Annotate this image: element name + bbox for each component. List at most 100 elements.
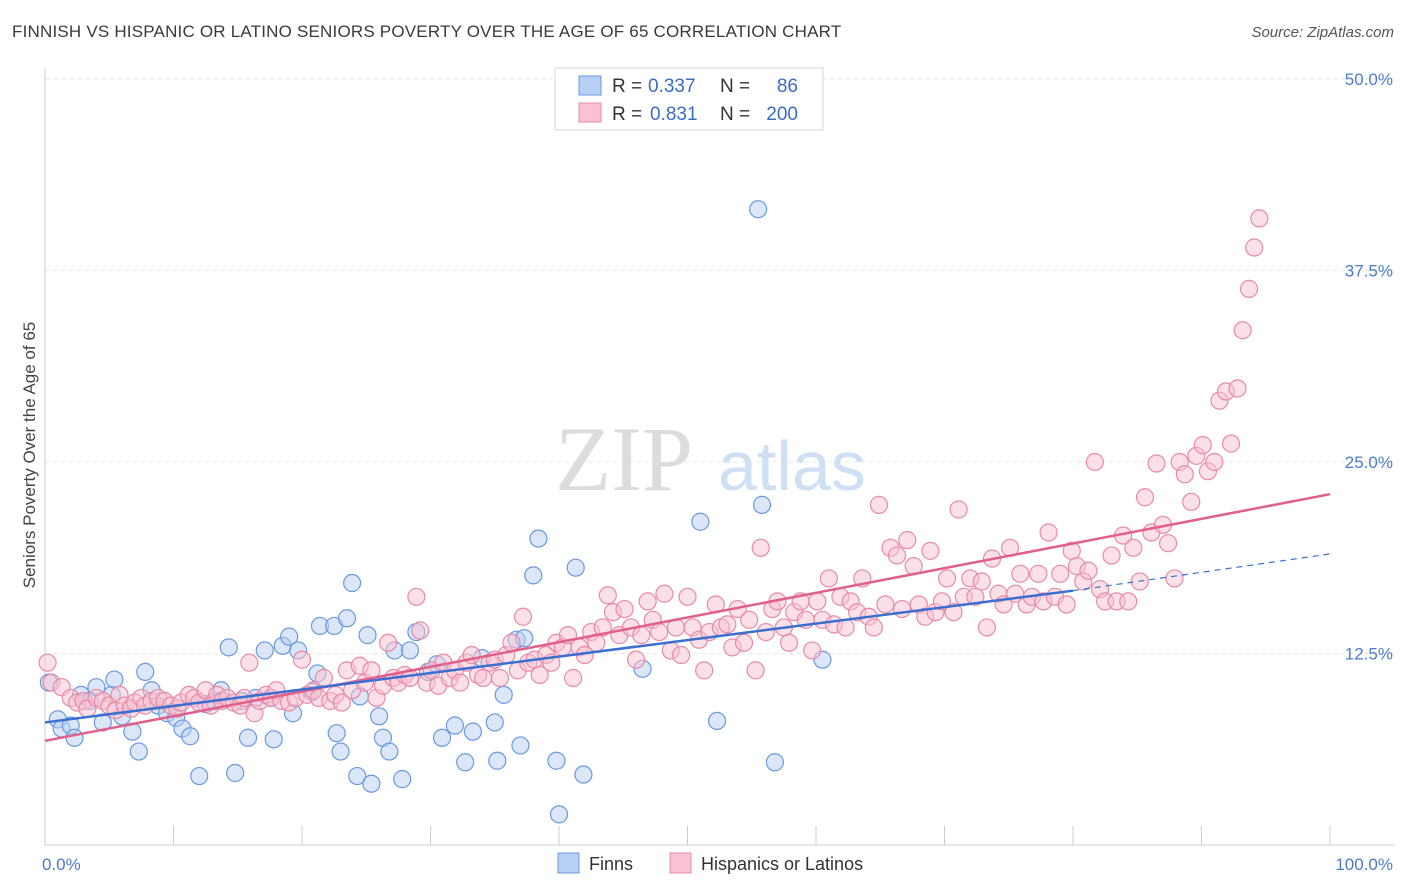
hispanics-point xyxy=(564,668,583,688)
finns-point xyxy=(219,638,238,657)
finns-point xyxy=(547,751,566,770)
hispanics-points xyxy=(38,209,1269,723)
hispanics-point xyxy=(1102,546,1121,565)
trend-lines xyxy=(44,492,1331,743)
hispanics-point xyxy=(1250,209,1269,228)
hispanics-point xyxy=(779,633,799,652)
finns-point xyxy=(255,641,274,660)
bottom-legend-swatch-finns xyxy=(557,852,580,874)
hispanics-point xyxy=(632,626,651,645)
y-tick-label: 12.5% xyxy=(1345,645,1393,664)
hispanics-point xyxy=(695,661,714,680)
hispanics-point xyxy=(530,665,549,685)
finns-point xyxy=(238,728,258,747)
hispanics-point xyxy=(949,500,968,519)
chart-title: FINNISH VS HISPANIC OR LATINO SENIORS PO… xyxy=(12,22,842,41)
hispanics-point xyxy=(314,668,333,688)
finns-point xyxy=(752,495,772,514)
finns-point xyxy=(549,805,569,824)
hispanics-point xyxy=(1051,564,1070,583)
finns-point xyxy=(485,713,504,732)
hispanics-point xyxy=(655,584,674,603)
finns-trend-line xyxy=(44,589,1074,724)
hispanics-point xyxy=(972,572,991,591)
finns-point xyxy=(343,573,362,593)
finns-point xyxy=(337,609,357,628)
finns-point xyxy=(488,751,507,770)
finns-point xyxy=(190,766,209,786)
y-tick-labels: 12.5% 25.0% 37.5% 50.0% xyxy=(1345,70,1393,664)
legend-r-value-finns: 0.337 xyxy=(648,76,696,97)
hispanics-point xyxy=(474,668,493,688)
hispanics-point xyxy=(1233,321,1252,340)
hispanics-point xyxy=(1039,523,1058,542)
hispanics-point xyxy=(1135,488,1155,507)
legend-n-value-finns: 86 xyxy=(777,76,798,97)
finns-point xyxy=(456,753,475,772)
hispanics-trend-line xyxy=(44,492,1331,743)
watermark-atlas: atlas xyxy=(718,427,866,505)
hispanics-point xyxy=(502,633,521,652)
finns-point xyxy=(529,529,548,548)
legend-n-label-hispanics: N = xyxy=(720,104,750,125)
hispanics-point xyxy=(1119,592,1138,611)
hispanics-point xyxy=(1147,454,1166,473)
hispanics-point xyxy=(898,531,917,550)
bottom-legend-hispanics: Hispanics or Latinos xyxy=(701,854,863,874)
bottom-legend: Finns Hispanics or Latinos xyxy=(557,852,863,874)
y-tick-label: 50.0% xyxy=(1345,70,1393,89)
hispanics-point xyxy=(869,495,889,514)
finns-point xyxy=(280,627,299,646)
finns-point xyxy=(370,707,389,726)
finns-point xyxy=(393,770,412,789)
finns-point xyxy=(749,200,768,219)
finns-point xyxy=(445,716,465,735)
hispanics-point xyxy=(746,661,765,680)
legend-swatch-hispanics xyxy=(578,102,602,123)
hispanics-point xyxy=(240,653,259,672)
hispanics-point xyxy=(38,653,57,672)
hispanics-point xyxy=(1239,279,1259,298)
hispanics-point xyxy=(1228,379,1247,398)
hispanics-point xyxy=(638,592,657,611)
finns-points xyxy=(39,200,832,824)
x-tick-label: 100.0% xyxy=(1335,855,1393,874)
hispanics-point xyxy=(734,633,754,652)
hispanics-point xyxy=(1245,238,1264,257)
finns-point xyxy=(136,662,155,681)
watermark-zip: ZIP xyxy=(555,408,693,510)
hispanics-point xyxy=(1165,569,1184,588)
bottom-legend-swatch-hispanics xyxy=(669,852,692,874)
finns-point xyxy=(105,670,124,689)
chart-source: Source: ZipAtlas.com xyxy=(1251,24,1394,41)
hispanics-point xyxy=(1029,564,1048,583)
finns-point xyxy=(264,730,283,749)
finns-point xyxy=(65,728,84,747)
hispanics-point xyxy=(1124,538,1143,557)
hispanics-point xyxy=(1085,452,1104,472)
finns-point xyxy=(380,742,399,761)
finns-point xyxy=(358,626,377,645)
finns-point xyxy=(765,753,784,772)
finns-point xyxy=(362,774,381,793)
finns-point xyxy=(181,727,200,746)
hispanics-point xyxy=(1205,452,1224,472)
finns-point xyxy=(129,742,148,761)
hispanics-point xyxy=(411,621,430,640)
hispanics-point xyxy=(1079,561,1098,580)
finns-point xyxy=(331,742,350,761)
hispanics-point xyxy=(650,622,669,642)
legend-r-label-hispanics: R = xyxy=(612,104,642,125)
x-tick-labels: 0.0% 100.0% xyxy=(42,855,1393,874)
hispanics-point xyxy=(887,546,907,565)
finns-point xyxy=(463,722,483,741)
legend-n-label-finns: N = xyxy=(720,76,750,97)
hispanics-point xyxy=(378,633,398,652)
hispanics-point xyxy=(450,673,470,692)
hispanics-point xyxy=(740,610,759,629)
hispanics-point xyxy=(921,541,940,560)
hispanics-point xyxy=(966,587,985,606)
finns-point xyxy=(348,766,367,786)
grid-lines xyxy=(45,78,1395,654)
hispanics-point xyxy=(751,538,770,557)
